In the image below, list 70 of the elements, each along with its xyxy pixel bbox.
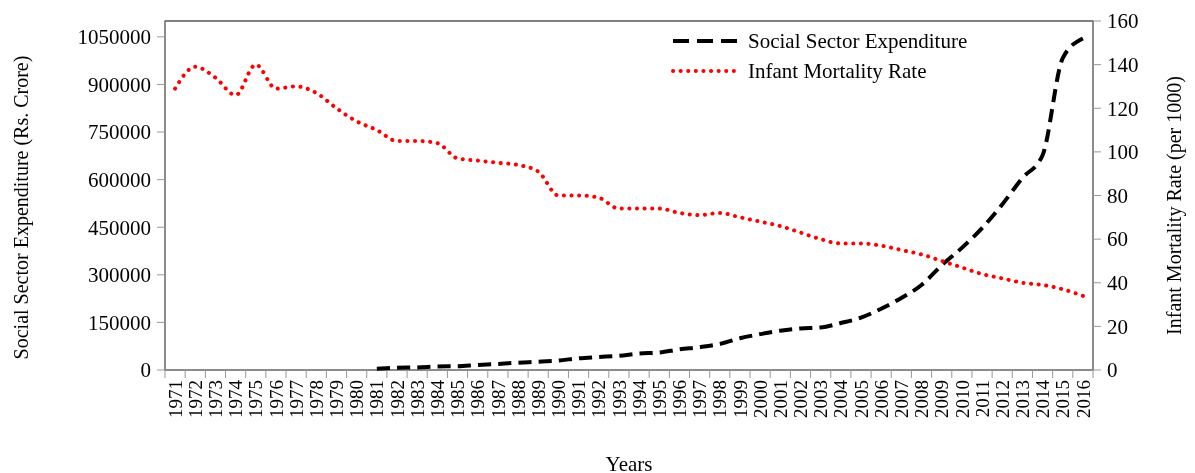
x-tick-label: 1999 xyxy=(729,380,751,418)
x-tick-label: 1975 xyxy=(245,380,267,418)
y2-tick-label: 0 xyxy=(1107,358,1118,383)
x-tick-label: 2007 xyxy=(891,380,912,418)
x-tick-label: 1971 xyxy=(164,380,186,418)
y-tick-label: 600000 xyxy=(88,167,151,192)
y2-axis-title: Infant Mortality Rate (per 1000) xyxy=(1163,76,1186,335)
y-axis-title: Social Sector Expenditure (Rs. Crore) xyxy=(10,55,33,360)
x-tick-label: 2001 xyxy=(769,380,791,418)
x-tick-label: 1978 xyxy=(305,380,327,418)
x-tick-label: 2000 xyxy=(749,380,771,418)
x-tick-label: 1993 xyxy=(608,380,630,418)
x-tick-label: 1998 xyxy=(709,380,731,418)
x-tick-label: 2013 xyxy=(1012,380,1034,418)
x-tick-label: 1974 xyxy=(225,379,247,418)
x-tick-label: 2012 xyxy=(991,380,1013,418)
x-tick-label: 1977 xyxy=(285,380,307,418)
x-tick-label: 1976 xyxy=(265,380,287,418)
legend-label: Social Sector Expenditure xyxy=(748,29,968,54)
x-tick-label: 1979 xyxy=(326,380,348,418)
legend-label: Infant Mortality Rate xyxy=(748,59,927,84)
x-tick-label: 1983 xyxy=(406,380,428,418)
x-tick-label: 2002 xyxy=(790,380,812,418)
x-tick-label: 1985 xyxy=(447,380,469,418)
x-tick-label: 2011 xyxy=(971,380,993,418)
x-tick-label: 2015 xyxy=(1052,380,1074,418)
y-tick-label: 1050000 xyxy=(77,25,151,50)
y2-tick-label: 100 xyxy=(1107,140,1139,165)
y2-tick-label: 60 xyxy=(1107,227,1128,252)
x-tick-label: 1988 xyxy=(507,380,529,418)
x-tick-label: 2003 xyxy=(810,380,832,418)
y2-tick-label: 120 xyxy=(1107,96,1139,121)
x-tick-label: 1996 xyxy=(669,380,691,418)
y-tick-label: 450000 xyxy=(88,215,151,240)
x-tick-label: 2004 xyxy=(830,379,852,418)
x-tick-label: 1984 xyxy=(427,379,448,418)
y-tick-label: 300000 xyxy=(88,263,151,288)
x-tick-label: 1994 xyxy=(628,379,650,418)
x-tick-label: 2010 xyxy=(951,380,973,418)
x-tick-label: 2016 xyxy=(1072,380,1094,418)
y2-tick-label: 40 xyxy=(1107,271,1128,296)
x-tick-label: 1990 xyxy=(548,380,570,418)
x-tick-label: 1973 xyxy=(205,380,227,418)
y-tick-label: 750000 xyxy=(88,120,151,145)
x-tick-label: 2009 xyxy=(931,380,953,418)
y2-tick-label: 160 xyxy=(1107,9,1139,34)
x-tick-label: 1995 xyxy=(648,380,670,418)
y2-tick-label: 20 xyxy=(1107,314,1128,339)
x-tick-label: 1991 xyxy=(568,380,590,418)
x-tick-label: 1992 xyxy=(588,380,610,418)
x-tick-label: 1980 xyxy=(346,380,368,418)
x-tick-label: 1997 xyxy=(689,380,711,418)
x-tick-label: 2008 xyxy=(911,380,933,418)
y2-tick-label: 140 xyxy=(1107,52,1139,77)
x-tick-label: 1986 xyxy=(467,380,489,418)
x-tick-label: 2014 xyxy=(1032,379,1054,418)
y-tick-label: 150000 xyxy=(88,310,151,335)
x-tick-label: 2005 xyxy=(850,380,872,418)
x-tick-label: 1981 xyxy=(366,380,388,418)
line-series xyxy=(374,36,1085,371)
y-tick-label: 0 xyxy=(140,358,151,383)
x-tick-label: 2006 xyxy=(870,380,892,418)
x-axis-title: Years xyxy=(605,452,653,473)
x-tick-label: 1972 xyxy=(184,380,206,418)
y-tick-label: 900000 xyxy=(88,72,151,97)
y2-tick-label: 80 xyxy=(1107,183,1128,208)
x-tick-label: 1989 xyxy=(527,380,549,418)
line-series xyxy=(173,62,1085,298)
x-tick-label: 1987 xyxy=(487,380,509,418)
x-tick-label: 1982 xyxy=(386,380,408,418)
